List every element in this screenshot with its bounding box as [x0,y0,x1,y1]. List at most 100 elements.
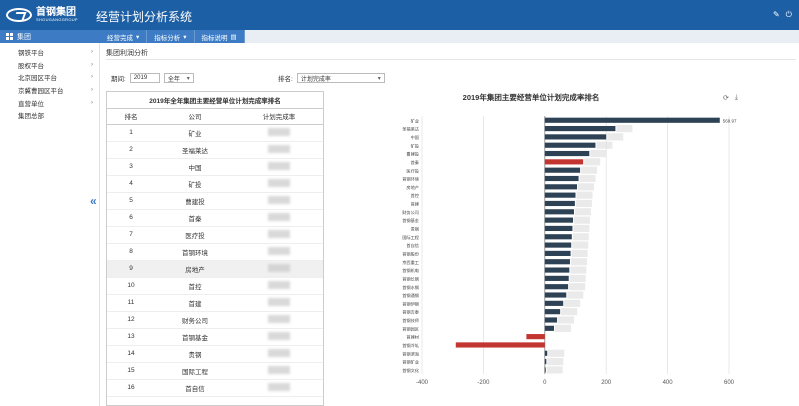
bar [544,309,561,315]
table-row[interactable]: 10 首控 [107,277,323,295]
table-body: 1 矿业 2 圣福莱达 3 中国 4 矿投 5 曹建投 6 首秦 7 医疗投 8 首钢环境 9 房地产 10 首控 11… [107,124,323,397]
company-cell: 首秦 [155,209,235,227]
bar [544,359,547,365]
category-label: 首秦 [411,159,420,166]
column-header-company: 公司 [155,109,235,125]
rank-cell: 3 [107,158,155,176]
tab-label: 指标分析 [154,34,181,42]
tab-operation-completion[interactable]: 经营完成 ▾ [100,30,148,43]
bar [544,325,555,331]
chevron-right-icon: › [91,61,93,68]
period-select[interactable]: 全年 ▾ [163,73,194,83]
obscured-value [268,280,290,289]
category-label: 首钢伊钢 [402,300,419,307]
top-bar: 首钢集团 SHOUGANGGROUP 经营计划分析系统 ✎ ⏻ [0,0,799,30]
power-icon[interactable]: ⏻ [785,10,792,19]
year-input[interactable]: 2019 [129,73,160,83]
completion-rate-cell [235,158,323,176]
bar [544,317,558,323]
bar [544,350,548,356]
completion-rate-cell [235,243,323,261]
bar [544,242,572,248]
rank-select[interactable]: 计划完成率 ▾ [296,73,385,83]
category-label: 中国 [411,134,419,141]
category-label: 首钢吉泰 [402,309,420,316]
tab-indicator-description[interactable]: 指标说明 ▤ [195,30,245,43]
sidebar-item-headquarters[interactable]: 集团总部 [0,109,99,122]
title-divider [106,59,796,60]
obscured-value [268,229,290,238]
category-label: 矿业 [411,117,419,124]
table-row[interactable]: 14 贵钢 [107,345,323,363]
sidebar-item-direct-units[interactable]: 直营单位 › [0,96,99,109]
company-cell: 医疗投 [155,226,235,244]
category-label: 财务公司 [402,209,419,216]
home-tab[interactable]: 集团 [0,30,100,43]
obscured-value [268,246,290,255]
table-row[interactable]: 11 首建 [107,294,323,312]
period-select-value: 全年 [167,76,180,83]
category-label: 矿投 [411,142,419,149]
company-cell: 矿业 [155,124,235,142]
completion-rate-cell [235,124,323,142]
table-row[interactable]: 16 首自信 [107,379,323,397]
rank-cell: 10 [107,277,155,295]
sidebar-item-label: 北京园区平台 [18,75,57,83]
download-icon[interactable]: ⤓ [734,94,738,101]
category-label: 首钢矿业 [402,359,419,366]
table-row[interactable]: 6 首秦 [107,209,323,227]
table-row[interactable]: 3 中国 [107,158,323,176]
ranking-chart: 2019年集团主要经营单位计划完成率排名 ⟳ ⤓ -400 -200 0 200 400… [366,88,756,398]
rank-cell: 4 [107,175,155,193]
edit-icon[interactable]: ✎ [772,10,780,19]
table-row[interactable]: 15 国际工程 [107,362,323,380]
table-row[interactable]: 12 财务公司 [107,311,323,329]
period-filter: 期间: 2019 全年 ▾ [111,73,194,83]
sidebar-item-label: 京冀曹园区平台 [18,88,64,96]
rank-cell: 2 [107,141,155,159]
x-tick-label: -400 [416,380,429,386]
x-tick-label: 400 [663,380,674,386]
table-row[interactable]: 1 矿业 [107,124,323,142]
table-row[interactable]: 8 首钢环境 [107,243,323,261]
table-row[interactable]: 5 曹建投 [107,192,323,210]
x-tick-label: 0 [543,380,547,386]
grid-icon [6,33,13,40]
table-row[interactable]: 9 房地产 [107,260,323,278]
table-row[interactable]: 13 首钢基金 [107,328,323,346]
bar [544,259,570,265]
rank-filter: 排名: 计划完成率 ▾ [278,73,385,83]
bar [544,267,570,273]
collapse-sidebar-icon[interactable]: « [90,194,97,208]
table-caption: 2019年全年集团主要经营单位计划完成率排名 [107,92,323,109]
table-row[interactable]: 2 圣福莱达 [107,141,323,159]
completion-rate-cell [235,345,323,363]
logo-name-en: SHOUGANGGROUP [36,17,78,22]
obscured-value-label [548,349,565,357]
sidebar-item-jingjicao-park[interactable]: 京冀曹园区平台 › [0,84,99,97]
obscured-value-label [574,216,591,224]
obscured-value-label [607,133,624,141]
company-cell: 首控 [155,277,235,295]
bar [544,300,564,306]
table-row[interactable]: 4 矿投 [107,175,323,193]
nav-tabs: 经营完成 ▾ 指标分析 ▾ 指标说明 ▤ [100,30,245,43]
obscured-value-label [584,158,601,166]
table-row[interactable]: 7 医疗投 [107,226,323,244]
sidebar-item-equity[interactable]: 股权平台 › [0,59,99,72]
logo-name: 首钢集团 [36,7,76,18]
category-label: 首钢园区 [402,325,419,332]
category-label: 首建 [411,201,420,208]
rank-cell: 12 [107,311,155,329]
chart-title: 2019年集团主要经营单位计划完成率排名 [462,93,600,102]
completion-rate-cell [235,260,323,278]
obscured-value-label [546,366,563,374]
column-header-rank: 排名 [107,109,155,125]
obscured-value [268,212,290,221]
sidebar-item-steel[interactable]: 钢铁平台 › [0,46,99,59]
bar [544,184,578,190]
tab-indicator-analysis[interactable]: 指标分析 ▾ [147,30,195,43]
refresh-icon[interactable]: ⟳ [723,95,729,102]
obscured-value-label [547,358,564,366]
sidebar-item-beijing-park[interactable]: 北京园区平台 › [0,71,99,84]
